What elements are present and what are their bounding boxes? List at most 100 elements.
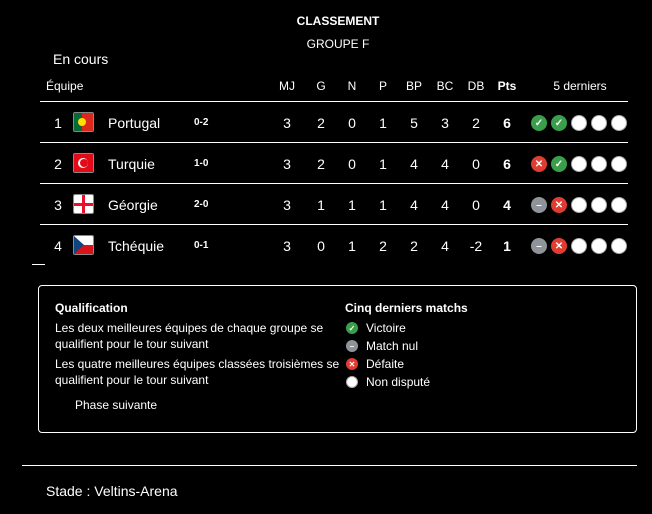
stat-mj: 3: [283, 115, 291, 131]
col-db: DB: [467, 79, 485, 93]
table-row[interactable]: 3 Géorgie 2-0 3 1 1 1 4 4 0 4 – ✕: [40, 183, 628, 224]
stat-db: 0: [472, 197, 480, 213]
result-win-icon: ✓: [531, 115, 547, 131]
result-none-icon: [571, 156, 587, 172]
stat-n: 0: [348, 156, 356, 172]
rank: 2: [54, 156, 62, 172]
stat-bc: 4: [441, 238, 449, 254]
stat-db: 0: [472, 156, 480, 172]
page-title: CLASSEMENT: [296, 14, 380, 28]
team-name[interactable]: Géorgie: [108, 197, 158, 213]
result-win-icon: ✓: [551, 156, 567, 172]
result-none-icon: [611, 197, 627, 213]
legend-draw: Match nul: [366, 339, 419, 353]
stat-n: 1: [348, 197, 356, 213]
stat-n: 0: [348, 115, 356, 131]
stat-pts: 6: [503, 115, 511, 131]
legend-loss: Défaite: [366, 357, 405, 371]
rank: 3: [54, 197, 62, 213]
result-none-icon: [611, 115, 627, 131]
team-name[interactable]: Tchéquie: [108, 238, 165, 254]
col-bc: BC: [436, 79, 454, 93]
stat-g: 2: [317, 156, 325, 172]
stat-p: 2: [379, 238, 387, 254]
result-none-icon: [591, 156, 607, 172]
group-name: GROUPE F: [306, 37, 370, 51]
result-loss-icon: ✕: [531, 156, 547, 172]
result-none-icon: [591, 197, 607, 213]
qualification-text-1: Les deux meilleures équipes de chaque gr…: [55, 321, 324, 351]
qualification-text-2: Les quatre meilleures équipes classées t…: [55, 357, 340, 387]
result-win-icon: ✓: [551, 115, 567, 131]
table-row[interactable]: 4 Tchéquie 0-1 3 0 1 2 2 4 -2 1 – ✕: [40, 224, 628, 265]
stat-bc: 4: [441, 197, 449, 213]
col-p: P: [378, 79, 387, 93]
footer-divider: [22, 465, 637, 466]
match-score: 0-1: [194, 240, 209, 251]
result-draw-icon: –: [531, 197, 547, 213]
legend-box: Qualification Les deux meilleures équipe…: [38, 285, 637, 433]
result-loss-icon: ✕: [551, 238, 567, 254]
match-score: 2-0: [194, 199, 209, 210]
stat-bp: 2: [410, 238, 418, 254]
stat-mj: 3: [283, 156, 291, 172]
qualification-title: Qualification: [55, 301, 128, 315]
georgia-flag-icon: [73, 194, 94, 214]
table-row[interactable]: 2 Turquie 1-0 3 2 0 1 4 4 0 6 ✕ ✓: [40, 142, 628, 183]
portugal-flag-icon: [73, 112, 94, 132]
table-row[interactable]: 1 Portugal 0-2 3 2 0 1 5 3 2 6 ✓ ✓: [40, 101, 628, 142]
stat-bc: 3: [441, 115, 449, 131]
legend-win: Victoire: [366, 321, 406, 335]
draw-icon: –: [346, 340, 358, 352]
stat-bp: 5: [410, 115, 418, 131]
stat-bc: 4: [441, 156, 449, 172]
legend-none: Non disputé: [366, 375, 431, 389]
result-none-icon: [571, 197, 587, 213]
win-icon: ✓: [346, 322, 358, 334]
result-none-icon: [571, 115, 587, 131]
stat-n: 1: [348, 238, 356, 254]
stat-pts: 6: [503, 156, 511, 172]
result-none-icon: [571, 238, 587, 254]
col-last5: 5 derniers: [553, 79, 607, 93]
stat-mj: 3: [283, 197, 291, 213]
last5-title: Cinq derniers matchs: [345, 301, 468, 315]
stat-g: 2: [317, 115, 325, 131]
col-g: G: [316, 79, 326, 93]
turkey-flag-icon: [73, 153, 94, 173]
rank: 4: [54, 238, 62, 254]
result-loss-icon: ✕: [551, 197, 567, 213]
czechia-flag-icon: [73, 235, 94, 255]
col-bp: BP: [405, 79, 422, 93]
stat-db: 2: [472, 115, 480, 131]
stat-p: 1: [379, 197, 387, 213]
stat-bp: 4: [410, 156, 418, 172]
result-none-icon: [591, 238, 607, 254]
stat-pts: 1: [503, 238, 511, 254]
col-mj: MJ: [279, 79, 295, 93]
col-n: N: [347, 79, 357, 93]
team-name[interactable]: Turquie: [108, 156, 155, 172]
stat-bp: 4: [410, 197, 418, 213]
stadium: Stade : Veltins-Arena: [46, 483, 178, 499]
team-name[interactable]: Portugal: [108, 115, 161, 131]
match-score: 0-2: [194, 117, 209, 128]
divider: [32, 264, 45, 265]
result-none-icon: [591, 115, 607, 131]
stat-mj: 3: [283, 238, 291, 254]
col-team: Équipe: [46, 79, 84, 93]
result-draw-icon: –: [531, 238, 547, 254]
stat-p: 1: [379, 156, 387, 172]
match-score: 1-0: [194, 158, 209, 169]
stat-db: -2: [469, 238, 483, 254]
stat-g: 1: [317, 197, 325, 213]
match-status: En cours: [53, 51, 109, 67]
not-played-icon: [346, 376, 358, 388]
result-none-icon: [611, 238, 627, 254]
rank: 1: [54, 115, 62, 131]
next-phase: Phase suivante: [75, 398, 158, 412]
stat-pts: 4: [503, 197, 511, 213]
result-none-icon: [611, 156, 627, 172]
stat-p: 1: [379, 115, 387, 131]
col-pts: Pts: [497, 79, 517, 93]
